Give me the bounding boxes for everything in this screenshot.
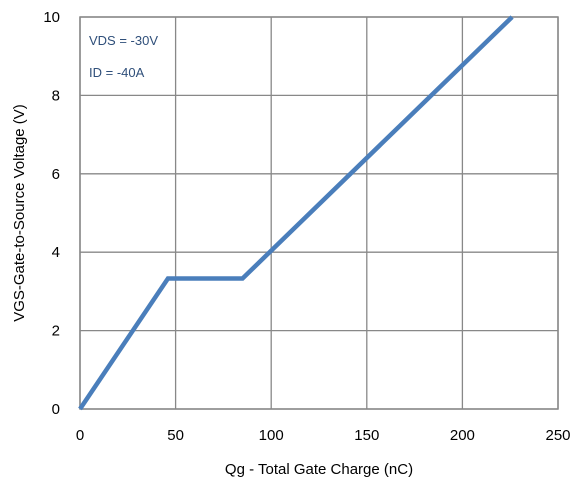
annotation-id: ID = -40A: [89, 65, 145, 80]
x-tick-label: 100: [259, 427, 284, 444]
x-tick-label: 50: [167, 427, 184, 444]
x-axis-label: Qg - Total Gate Charge (nC): [225, 461, 413, 478]
y-tick-label: 0: [52, 401, 60, 418]
y-tick-label: 10: [43, 9, 60, 26]
y-tick-label: 2: [52, 323, 60, 340]
x-tick-label: 0: [76, 427, 84, 444]
tick-labels: 0 50 100 150 200 250 0 2 4 6 8 10: [43, 9, 570, 444]
annotation-vds: VDS = -30V: [89, 33, 158, 48]
series-layer: [78, 15, 514, 411]
x-tick-label: 250: [545, 427, 570, 444]
x-tick-label: 150: [354, 427, 379, 444]
y-tick-label: 8: [52, 87, 60, 104]
series-line-0: [78, 15, 514, 411]
y-tick-label: 6: [52, 166, 60, 183]
x-tick-label: 200: [450, 427, 475, 444]
plot-frame: [79, 16, 559, 410]
y-axis-label: VGS-Gate-to-Source Voltage (V): [11, 104, 28, 322]
y-tick-label: 4: [52, 244, 60, 261]
